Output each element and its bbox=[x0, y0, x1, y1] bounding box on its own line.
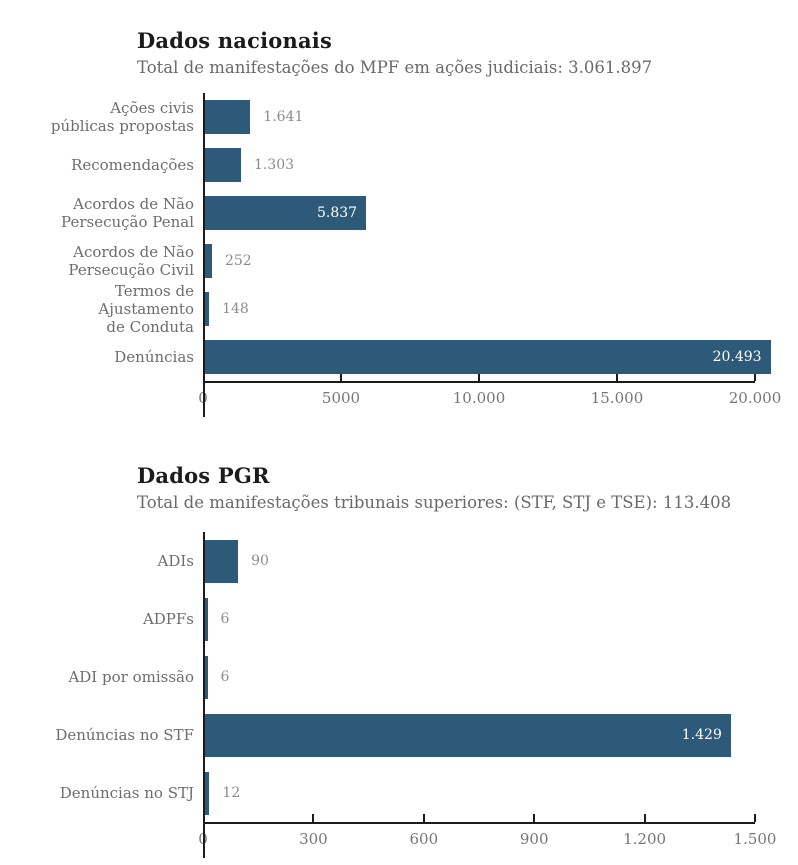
category-label: Ações civis públicas propostas bbox=[50, 98, 194, 135]
bar-track: 6 bbox=[203, 655, 798, 699]
value-label: 5.837 bbox=[317, 205, 358, 221]
category-label: Acordos de Não Persecução Penal bbox=[61, 194, 194, 231]
bar bbox=[205, 148, 241, 182]
axis-tick-label: 1.200 bbox=[623, 830, 667, 848]
axis-tick-label: 600 bbox=[409, 830, 439, 848]
bar: 20.493 bbox=[205, 340, 771, 374]
bar-track: 252 bbox=[203, 244, 798, 278]
value-label: 1.303 bbox=[253, 157, 295, 173]
bar bbox=[205, 539, 239, 583]
axis-tick-label: 20.000 bbox=[728, 389, 782, 407]
y-axis-line bbox=[203, 532, 205, 858]
chart-dados-nacionais: Dados nacionais Total de manifestações d… bbox=[30, 28, 798, 417]
axis-tick bbox=[340, 373, 342, 381]
category-label: Denúncias bbox=[114, 347, 194, 366]
axis-tick bbox=[643, 814, 646, 822]
chart-title: Dados nacionais bbox=[137, 28, 332, 53]
category-label: ADI por omissão bbox=[68, 667, 194, 686]
axis-tick-label: 1.500 bbox=[733, 830, 777, 848]
bar-track: 90 bbox=[203, 539, 798, 583]
plot-area: Ações civis públicas propostas 1.641 Recom… bbox=[30, 93, 798, 417]
category-label: Acordos de Não Persecução Civil bbox=[68, 242, 194, 279]
axis-tick bbox=[422, 814, 425, 822]
axis-tick bbox=[478, 373, 480, 381]
value-label: 252 bbox=[224, 253, 252, 269]
bar-track: 5.837 bbox=[203, 196, 798, 230]
value-label: 90 bbox=[251, 553, 269, 569]
chart-subtitle: Total de manifestações do MPF em ações j… bbox=[137, 58, 653, 77]
category-label: ADPFs bbox=[142, 609, 194, 628]
axis-tick-label: 15.000 bbox=[590, 389, 644, 407]
bar: 5.837 bbox=[205, 196, 367, 230]
chart-subtitle: Total de manifestações tribunais superio… bbox=[137, 493, 732, 512]
bar-row: Ações civis públicas propostas 1.641 bbox=[30, 93, 798, 141]
axis-tick-label: 10.000 bbox=[452, 389, 506, 407]
bar-rows: Ações civis públicas propostas 1.641 Recom… bbox=[30, 93, 798, 381]
bar-track: 1.429 bbox=[203, 713, 798, 757]
value-label: 148 bbox=[222, 301, 249, 317]
y-axis-line bbox=[203, 93, 205, 417]
bar-row: ADPFs 6 bbox=[30, 590, 798, 648]
category-label: Recomendações bbox=[71, 155, 194, 174]
bar-track: 1.641 bbox=[203, 100, 798, 134]
bar bbox=[205, 244, 212, 278]
bar-track: 148 bbox=[203, 292, 798, 326]
value-label: 6 bbox=[220, 611, 230, 627]
bar-row: ADIs 90 bbox=[30, 532, 798, 590]
bar: 1.429 bbox=[205, 713, 731, 757]
category-label: Denúncias no STJ bbox=[59, 783, 194, 802]
value-label: 12 bbox=[222, 785, 241, 801]
value-label: 20.493 bbox=[712, 349, 762, 365]
chart-dados-pgr: Dados PGR Total de manifestações tribuna… bbox=[30, 463, 798, 858]
axis-tick-label: 5000 bbox=[321, 389, 361, 407]
bar-track: 1.303 bbox=[203, 148, 798, 182]
bar bbox=[205, 655, 208, 699]
bar-row: Denúncias 20.493 bbox=[30, 333, 798, 381]
bar-rows: ADIs 90 ADPFs 6 ADI por omissão 6 Denúncias no… bbox=[30, 532, 798, 822]
value-label: 1.429 bbox=[681, 727, 722, 743]
chart-header: Dados PGR Total de manifestações tribuna… bbox=[137, 463, 798, 512]
value-label: 6 bbox=[220, 669, 230, 685]
bar-row: ADI por omissão 6 bbox=[30, 648, 798, 706]
category-label: ADIs bbox=[157, 551, 194, 570]
bar bbox=[205, 771, 210, 815]
value-label: 1.641 bbox=[263, 109, 304, 125]
chart-title: Dados PGR bbox=[137, 463, 270, 488]
axis-tick bbox=[754, 814, 756, 822]
bar-row: Acordos de Não Persecução Civil 252 bbox=[30, 237, 798, 285]
axis-tick-label: 300 bbox=[299, 830, 328, 848]
bar-row: Denúncias no STF 1.429 bbox=[30, 706, 798, 764]
plot-area: ADIs 90 ADPFs 6 ADI por omissão 6 Denúncias no… bbox=[30, 532, 798, 858]
bar bbox=[205, 292, 210, 326]
bar-row: Recomendações 1.303 bbox=[30, 141, 798, 189]
axis-tick bbox=[312, 814, 315, 822]
bar bbox=[205, 597, 208, 641]
axis-tick bbox=[616, 373, 618, 381]
axis-tick bbox=[533, 814, 536, 822]
axis-tick bbox=[754, 373, 756, 381]
chart-header: Dados nacionais Total de manifestações d… bbox=[137, 28, 798, 77]
bar bbox=[205, 100, 251, 134]
bar-row: Denúncias no STJ 12 bbox=[30, 764, 798, 822]
bar-track: 12 bbox=[203, 771, 798, 815]
bar-track: 6 bbox=[203, 597, 798, 641]
bar-row: Termos de Ajustamento de Conduta 148 bbox=[30, 282, 798, 337]
axis-tick-label: 900 bbox=[519, 830, 549, 848]
bar-track: 20.493 bbox=[203, 340, 798, 374]
category-label: Denúncias no STF bbox=[55, 725, 194, 744]
category-label: Termos de Ajustamento de Conduta bbox=[98, 281, 194, 337]
bar-row: Acordos de Não Persecução Penal 5.837 bbox=[30, 189, 798, 237]
